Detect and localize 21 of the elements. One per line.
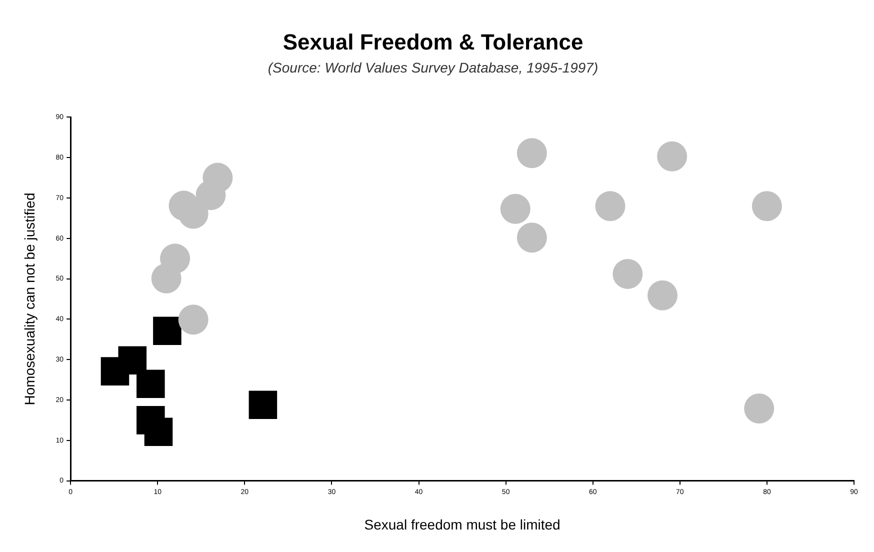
point (752, 191, 782, 222)
point (648, 280, 678, 310)
point (516, 222, 547, 253)
point (595, 191, 626, 222)
point (744, 393, 774, 424)
point (196, 180, 226, 210)
point (178, 304, 208, 335)
point (516, 138, 547, 168)
chart-subtitle: (Source: World Values Survey Database, 1995-1997) (268, 60, 598, 76)
point (151, 263, 182, 294)
point (144, 418, 173, 446)
point (153, 316, 182, 346)
y-axis-title: Homosexuality can not be justified (21, 192, 38, 406)
point (248, 390, 278, 419)
chart-title: Sexual Freedom & Tolerance (282, 29, 584, 54)
point (118, 346, 147, 375)
point (612, 258, 643, 289)
point (136, 370, 165, 398)
x-axis-title: Sexual freedom must be limited (364, 516, 560, 532)
point (657, 141, 688, 172)
point (500, 194, 530, 224)
